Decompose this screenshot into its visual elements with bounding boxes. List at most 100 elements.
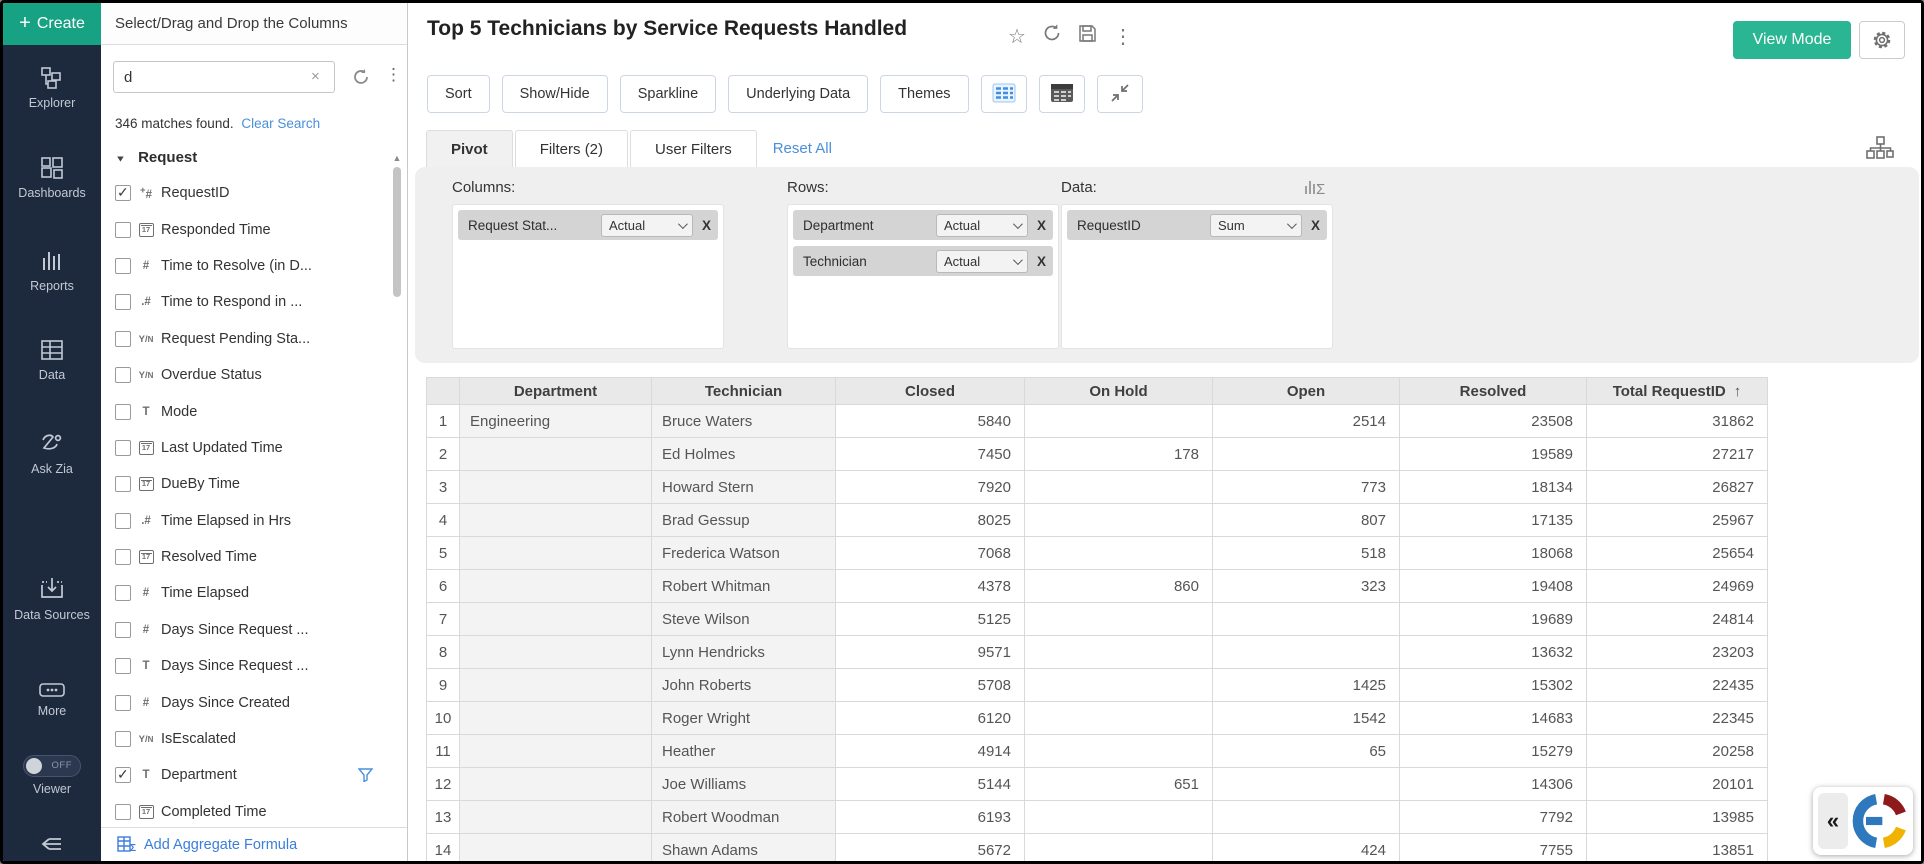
kebab-icon[interactable]: ⋮ (385, 65, 403, 84)
tab-filters-2[interactable]: Filters (2) (514, 130, 629, 167)
save-icon[interactable] (1078, 24, 1097, 49)
field-name[interactable]: Time to Resolve (in D... (161, 257, 312, 274)
total-cell[interactable]: 24814 (1586, 602, 1768, 636)
scrollbar-thumb[interactable] (393, 167, 401, 297)
field-name[interactable]: RequestID (161, 185, 230, 202)
field-name[interactable]: Time to Respond in ... (161, 294, 303, 311)
resolved-cell[interactable]: 19408 (1399, 569, 1587, 603)
aggregate-dropdown[interactable]: Actual (600, 213, 693, 237)
resolved-cell[interactable]: 14683 (1399, 701, 1587, 735)
checked-checkbox[interactable] (115, 766, 131, 784)
field-name[interactable]: Department (161, 767, 237, 784)
technician-cell[interactable]: Robert Whitman (651, 569, 836, 603)
field-list-scrollbar[interactable]: ▲ (391, 153, 403, 673)
open-cell[interactable]: 1425 (1212, 668, 1400, 702)
sparkline-button[interactable]: Sparkline (619, 75, 717, 113)
total-cell[interactable]: 22345 (1586, 701, 1768, 735)
clear-search-link[interactable]: Clear Search (241, 116, 321, 131)
field-name[interactable]: Days Since Created (161, 694, 290, 711)
open-cell[interactable] (1212, 767, 1400, 801)
unchecked-checkbox[interactable] (115, 549, 131, 566)
unchecked-checkbox[interactable] (115, 694, 131, 711)
technician-cell[interactable]: Howard Stern (651, 470, 836, 504)
department-cell[interactable] (459, 503, 652, 537)
closed-cell[interactable]: 6193 (835, 800, 1025, 834)
field-name[interactable]: Last Updated Time (161, 439, 283, 456)
field-name[interactable]: Completed Time (161, 803, 267, 820)
aggregate-dropdown[interactable]: Sum (1209, 213, 1302, 237)
sidebar-collapse-button[interactable] (3, 833, 101, 860)
department-cell[interactable] (459, 734, 652, 768)
remove-chip-icon[interactable]: X (1036, 217, 1046, 233)
department-cell[interactable] (459, 701, 652, 735)
pivot-field-chip[interactable]: Request Stat... Actual X (458, 210, 718, 240)
resolved-cell[interactable]: 15279 (1399, 734, 1587, 768)
resolved-cell[interactable]: 7792 (1399, 800, 1587, 834)
department-cell[interactable] (459, 635, 652, 669)
unchecked-checkbox[interactable] (115, 731, 131, 748)
unchecked-checkbox[interactable] (115, 294, 131, 311)
field-item[interactable]: T Department (101, 757, 391, 793)
filter-funnel-icon[interactable] (357, 767, 374, 787)
add-aggregate-bar[interactable]: Σ Add Aggregate Formula (101, 827, 407, 861)
total-cell[interactable]: 27217 (1586, 437, 1768, 471)
total-cell[interactable]: 20101 (1586, 767, 1768, 801)
unchecked-checkbox[interactable] (115, 367, 131, 384)
field-item[interactable]: Y/N IsEscalated (101, 721, 391, 757)
unchecked-checkbox[interactable] (115, 512, 131, 529)
resolved-cell[interactable]: 17135 (1399, 503, 1587, 537)
sidebar-item-reports[interactable]: Reports (3, 248, 101, 293)
field-item[interactable]: .# Time Elapsed in Hrs (101, 503, 391, 539)
remove-chip-icon[interactable]: X (1036, 253, 1046, 269)
technician-cell[interactable]: Joe Williams (651, 767, 836, 801)
compact-table-button[interactable] (980, 75, 1027, 113)
unchecked-checkbox[interactable] (115, 585, 131, 602)
resolved-cell[interactable]: 15302 (1399, 668, 1587, 702)
field-item[interactable]: +# RequestID (101, 175, 391, 211)
open-cell[interactable] (1212, 602, 1400, 636)
unchecked-checkbox[interactable] (115, 403, 131, 420)
department-cell[interactable] (459, 833, 652, 861)
open-cell[interactable]: 773 (1212, 470, 1400, 504)
total-cell[interactable]: 20258 (1586, 734, 1768, 768)
total-cell[interactable]: 31862 (1586, 404, 1768, 438)
field-item[interactable]: # Time to Resolve (in D... (101, 248, 391, 284)
field-name[interactable]: Resolved Time (161, 549, 257, 566)
dark-table-button[interactable] (1038, 75, 1085, 113)
unchecked-checkbox[interactable] (115, 257, 131, 274)
on-hold-cell[interactable]: 651 (1024, 767, 1213, 801)
department-cell[interactable] (459, 569, 652, 603)
column-header-department[interactable]: Department (459, 377, 652, 405)
total-cell[interactable]: 24969 (1586, 569, 1768, 603)
pivot-field-chip[interactable]: Department Actual X (793, 210, 1053, 240)
tab-pivot[interactable]: Pivot (426, 130, 513, 167)
technician-cell[interactable]: Steve Wilson (651, 602, 836, 636)
themes-button[interactable]: Themes (880, 75, 969, 113)
technician-cell[interactable]: Shawn Adams (651, 833, 836, 861)
closed-cell[interactable]: 5125 (835, 602, 1025, 636)
data-summary-icon[interactable]: Σ (1303, 177, 1327, 200)
column-header-open[interactable]: Open (1212, 377, 1400, 405)
data-dropzone[interactable]: RequestID Sum X (1061, 204, 1333, 349)
on-hold-cell[interactable] (1024, 668, 1213, 702)
closed-cell[interactable]: 7920 (835, 470, 1025, 504)
technician-cell[interactable]: Frederica Watson (651, 536, 836, 570)
resolved-cell[interactable]: 18134 (1399, 470, 1587, 504)
field-item[interactable]: T Days Since Request ... (101, 648, 391, 684)
column-header-resolved[interactable]: Resolved (1399, 377, 1587, 405)
total-cell[interactable]: 23203 (1586, 635, 1768, 669)
department-cell[interactable] (459, 668, 652, 702)
field-name[interactable]: Overdue Status (161, 367, 262, 384)
field-item[interactable]: Y/N Overdue Status (101, 357, 391, 393)
closed-cell[interactable]: 4378 (835, 569, 1025, 603)
field-item[interactable]: 17 Completed Time (101, 794, 391, 830)
unchecked-checkbox[interactable] (115, 803, 131, 820)
columns-dropzone[interactable]: Request Stat... Actual X (452, 204, 724, 349)
refresh-icon[interactable] (1042, 23, 1062, 49)
field-name[interactable]: Days Since Request ... (161, 621, 309, 638)
on-hold-cell[interactable] (1024, 602, 1213, 636)
unchecked-checkbox[interactable] (115, 221, 131, 238)
closed-cell[interactable]: 9571 (835, 635, 1025, 669)
hierarchy-icon[interactable] (1865, 135, 1895, 166)
refresh-icon[interactable] (351, 67, 371, 92)
